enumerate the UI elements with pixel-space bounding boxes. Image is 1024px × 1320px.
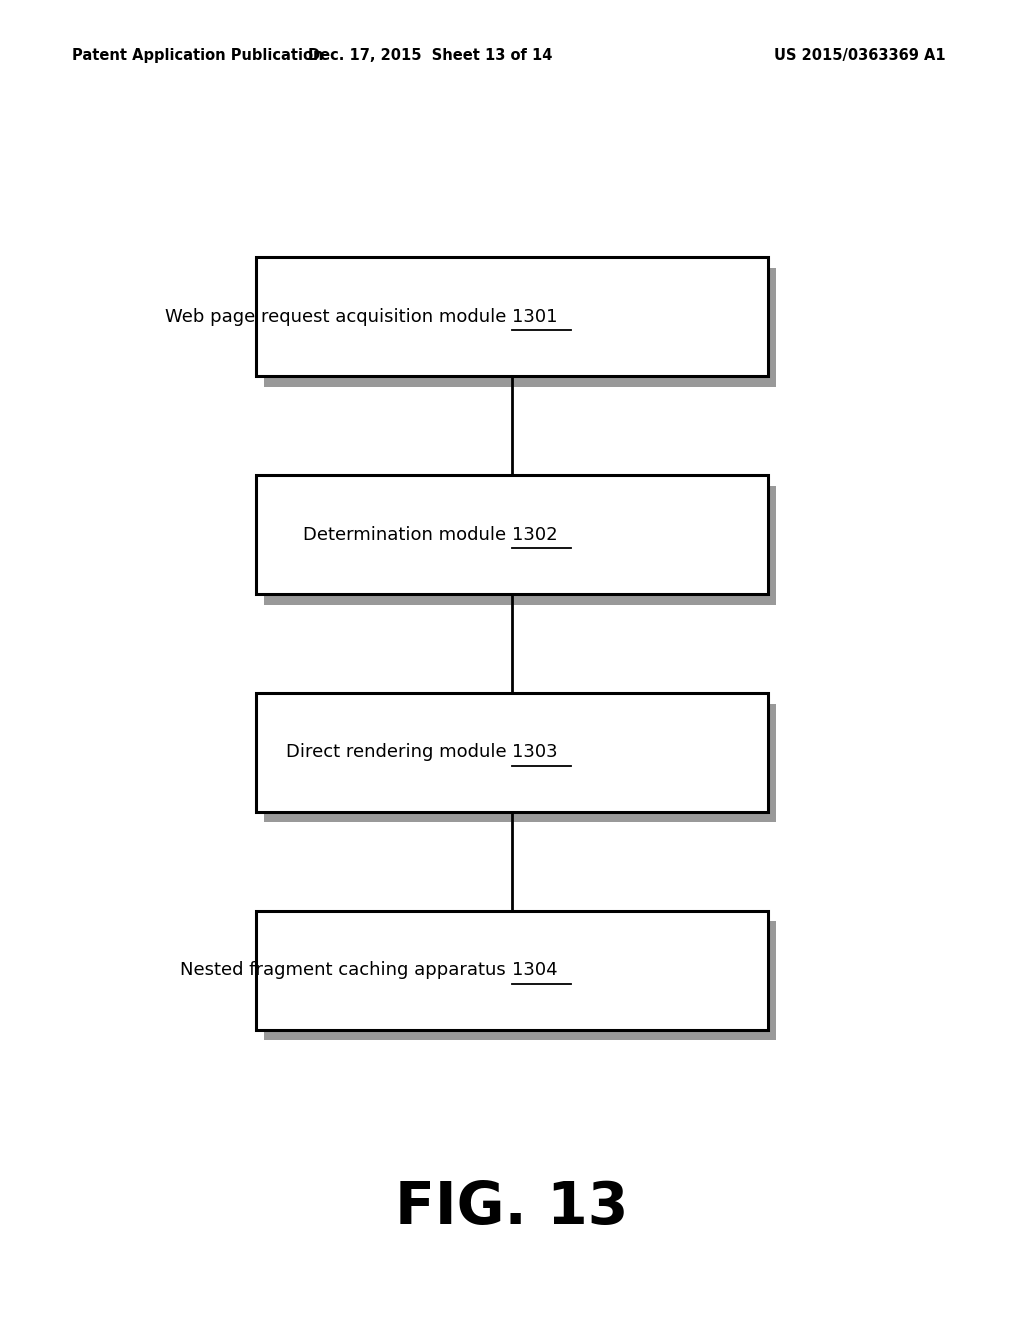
- Text: 1304: 1304: [512, 961, 558, 979]
- Text: Direct rendering module: Direct rendering module: [286, 743, 512, 762]
- Bar: [256, 911, 768, 1030]
- Text: Determination module: Determination module: [303, 525, 512, 544]
- Text: Dec. 17, 2015  Sheet 13 of 14: Dec. 17, 2015 Sheet 13 of 14: [308, 48, 552, 63]
- Text: Nested fragment caching apparatus: Nested fragment caching apparatus: [180, 961, 512, 979]
- Text: 1302: 1302: [512, 525, 558, 544]
- Text: Web page request acquisition module: Web page request acquisition module: [165, 308, 512, 326]
- Text: 1301: 1301: [512, 308, 557, 326]
- Text: 1303: 1303: [512, 743, 558, 762]
- Bar: [256, 693, 768, 812]
- Text: Patent Application Publication: Patent Application Publication: [72, 48, 324, 63]
- Text: FIG. 13: FIG. 13: [395, 1179, 629, 1237]
- Bar: [256, 475, 768, 594]
- Text: US 2015/0363369 A1: US 2015/0363369 A1: [774, 48, 946, 63]
- Bar: [264, 921, 776, 1040]
- Bar: [256, 257, 768, 376]
- Bar: [264, 704, 776, 822]
- Bar: [264, 486, 776, 605]
- Bar: [264, 268, 776, 387]
